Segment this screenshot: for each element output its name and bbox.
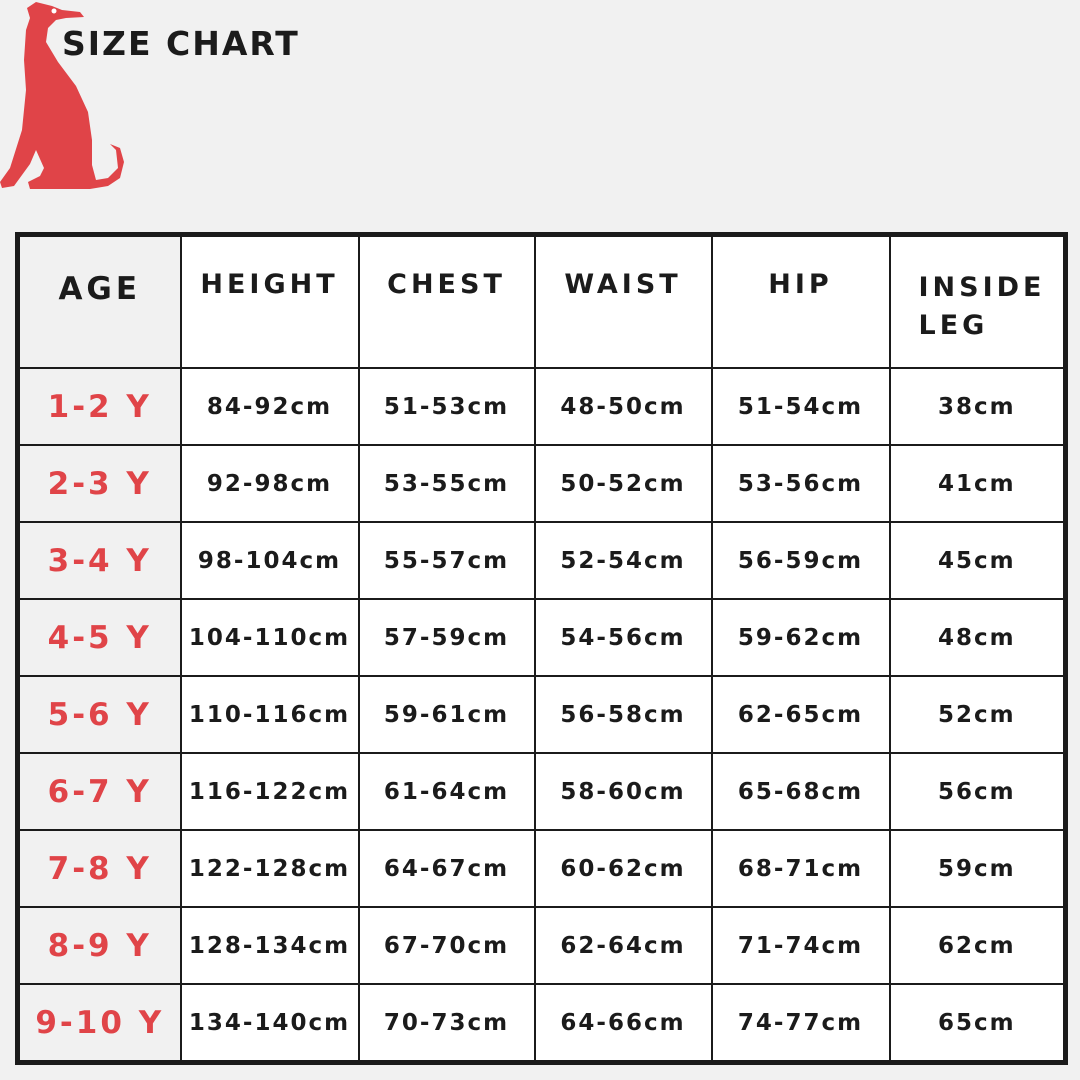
- greyhound-logo-icon: [0, 2, 124, 189]
- cell-age: 6-7 Y: [16, 752, 182, 831]
- cell-chest: 59-61cm: [357, 675, 536, 754]
- table-row: 6-7 Y 116-122cm 61-64cm 58-60cm 65-68cm 56cm: [16, 752, 1067, 831]
- cell-height: 110-116cm: [179, 675, 360, 754]
- cell-hip: 62-65cm: [710, 675, 891, 754]
- cell-height: 104-110cm: [179, 598, 360, 677]
- cell-age: 4-5 Y: [16, 598, 182, 677]
- table-row: 1-2 Y 84-92cm 51-53cm 48-50cm 51-54cm 38cm: [16, 367, 1067, 446]
- cell-hip: 74-77cm: [710, 983, 891, 1064]
- cell-waist: 62-64cm: [533, 906, 713, 985]
- table-row: 2-3 Y 92-98cm 53-55cm 50-52cm 53-56cm 41cm: [16, 444, 1067, 523]
- table-row: 9-10 Y 134-140cm 70-73cm 64-66cm 74-77cm 65cm: [16, 983, 1067, 1064]
- cell-age: 7-8 Y: [16, 829, 182, 908]
- cell-height: 122-128cm: [179, 829, 360, 908]
- cell-chest: 61-64cm: [357, 752, 536, 831]
- cell-waist: 58-60cm: [533, 752, 713, 831]
- cell-waist: 56-58cm: [533, 675, 713, 754]
- page-title: SIZE CHART: [62, 24, 300, 63]
- table-row: 3-4 Y 98-104cm 55-57cm 52-54cm 56-59cm 45cm: [16, 521, 1067, 600]
- cell-inside-leg: 45cm: [888, 521, 1067, 600]
- cell-age: 2-3 Y: [16, 444, 182, 523]
- header-height: HEIGHT: [179, 233, 360, 369]
- header-inside-leg: INSIDE LEG: [888, 233, 1067, 369]
- cell-inside-leg: 38cm: [888, 367, 1067, 446]
- cell-age: 3-4 Y: [16, 521, 182, 600]
- cell-hip: 56-59cm: [710, 521, 891, 600]
- header-chest: CHEST: [357, 233, 536, 369]
- cell-hip: 53-56cm: [710, 444, 891, 523]
- cell-inside-leg: 59cm: [888, 829, 1067, 908]
- cell-inside-leg: 41cm: [888, 444, 1067, 523]
- header-age: AGE: [16, 233, 182, 369]
- cell-hip: 68-71cm: [710, 829, 891, 908]
- cell-inside-leg: 65cm: [888, 983, 1067, 1064]
- cell-inside-leg: 62cm: [888, 906, 1067, 985]
- cell-height: 128-134cm: [179, 906, 360, 985]
- table-row: 7-8 Y 122-128cm 64-67cm 60-62cm 68-71cm 59cm: [16, 829, 1067, 908]
- cell-height: 98-104cm: [179, 521, 360, 600]
- table-row: 8-9 Y 128-134cm 67-70cm 62-64cm 71-74cm 62cm: [16, 906, 1067, 985]
- cell-inside-leg: 52cm: [888, 675, 1067, 754]
- cell-waist: 52-54cm: [533, 521, 713, 600]
- header-hip: HIP: [710, 233, 891, 369]
- cell-age: 5-6 Y: [16, 675, 182, 754]
- header-waist: WAIST: [533, 233, 713, 369]
- cell-waist: 60-62cm: [533, 829, 713, 908]
- cell-waist: 48-50cm: [533, 367, 713, 446]
- cell-height: 92-98cm: [179, 444, 360, 523]
- cell-chest: 67-70cm: [357, 906, 536, 985]
- cell-hip: 59-62cm: [710, 598, 891, 677]
- cell-chest: 70-73cm: [357, 983, 536, 1064]
- cell-height: 84-92cm: [179, 367, 360, 446]
- cell-height: 134-140cm: [179, 983, 360, 1064]
- size-chart-table: AGE HEIGHT CHEST WAIST HIP INSIDE LEG 1-2…: [15, 232, 1068, 1065]
- cell-waist: 64-66cm: [533, 983, 713, 1064]
- cell-height: 116-122cm: [179, 752, 360, 831]
- cell-hip: 65-68cm: [710, 752, 891, 831]
- cell-waist: 54-56cm: [533, 598, 713, 677]
- cell-hip: 71-74cm: [710, 906, 891, 985]
- cell-age: 9-10 Y: [16, 983, 182, 1064]
- cell-age: 8-9 Y: [16, 906, 182, 985]
- cell-chest: 57-59cm: [357, 598, 536, 677]
- cell-waist: 50-52cm: [533, 444, 713, 523]
- cell-chest: 51-53cm: [357, 367, 536, 446]
- table-row: 5-6 Y 110-116cm 59-61cm 56-58cm 62-65cm 52cm: [16, 675, 1067, 754]
- cell-age: 1-2 Y: [16, 367, 182, 446]
- cell-inside-leg: 56cm: [888, 752, 1067, 831]
- cell-chest: 53-55cm: [357, 444, 536, 523]
- cell-inside-leg: 48cm: [888, 598, 1067, 677]
- table-row: 4-5 Y 104-110cm 57-59cm 54-56cm 59-62cm 48cm: [16, 598, 1067, 677]
- cell-hip: 51-54cm: [710, 367, 891, 446]
- cell-chest: 55-57cm: [357, 521, 536, 600]
- header-row: AGE HEIGHT CHEST WAIST HIP INSIDE LEG: [16, 233, 1067, 369]
- cell-chest: 64-67cm: [357, 829, 536, 908]
